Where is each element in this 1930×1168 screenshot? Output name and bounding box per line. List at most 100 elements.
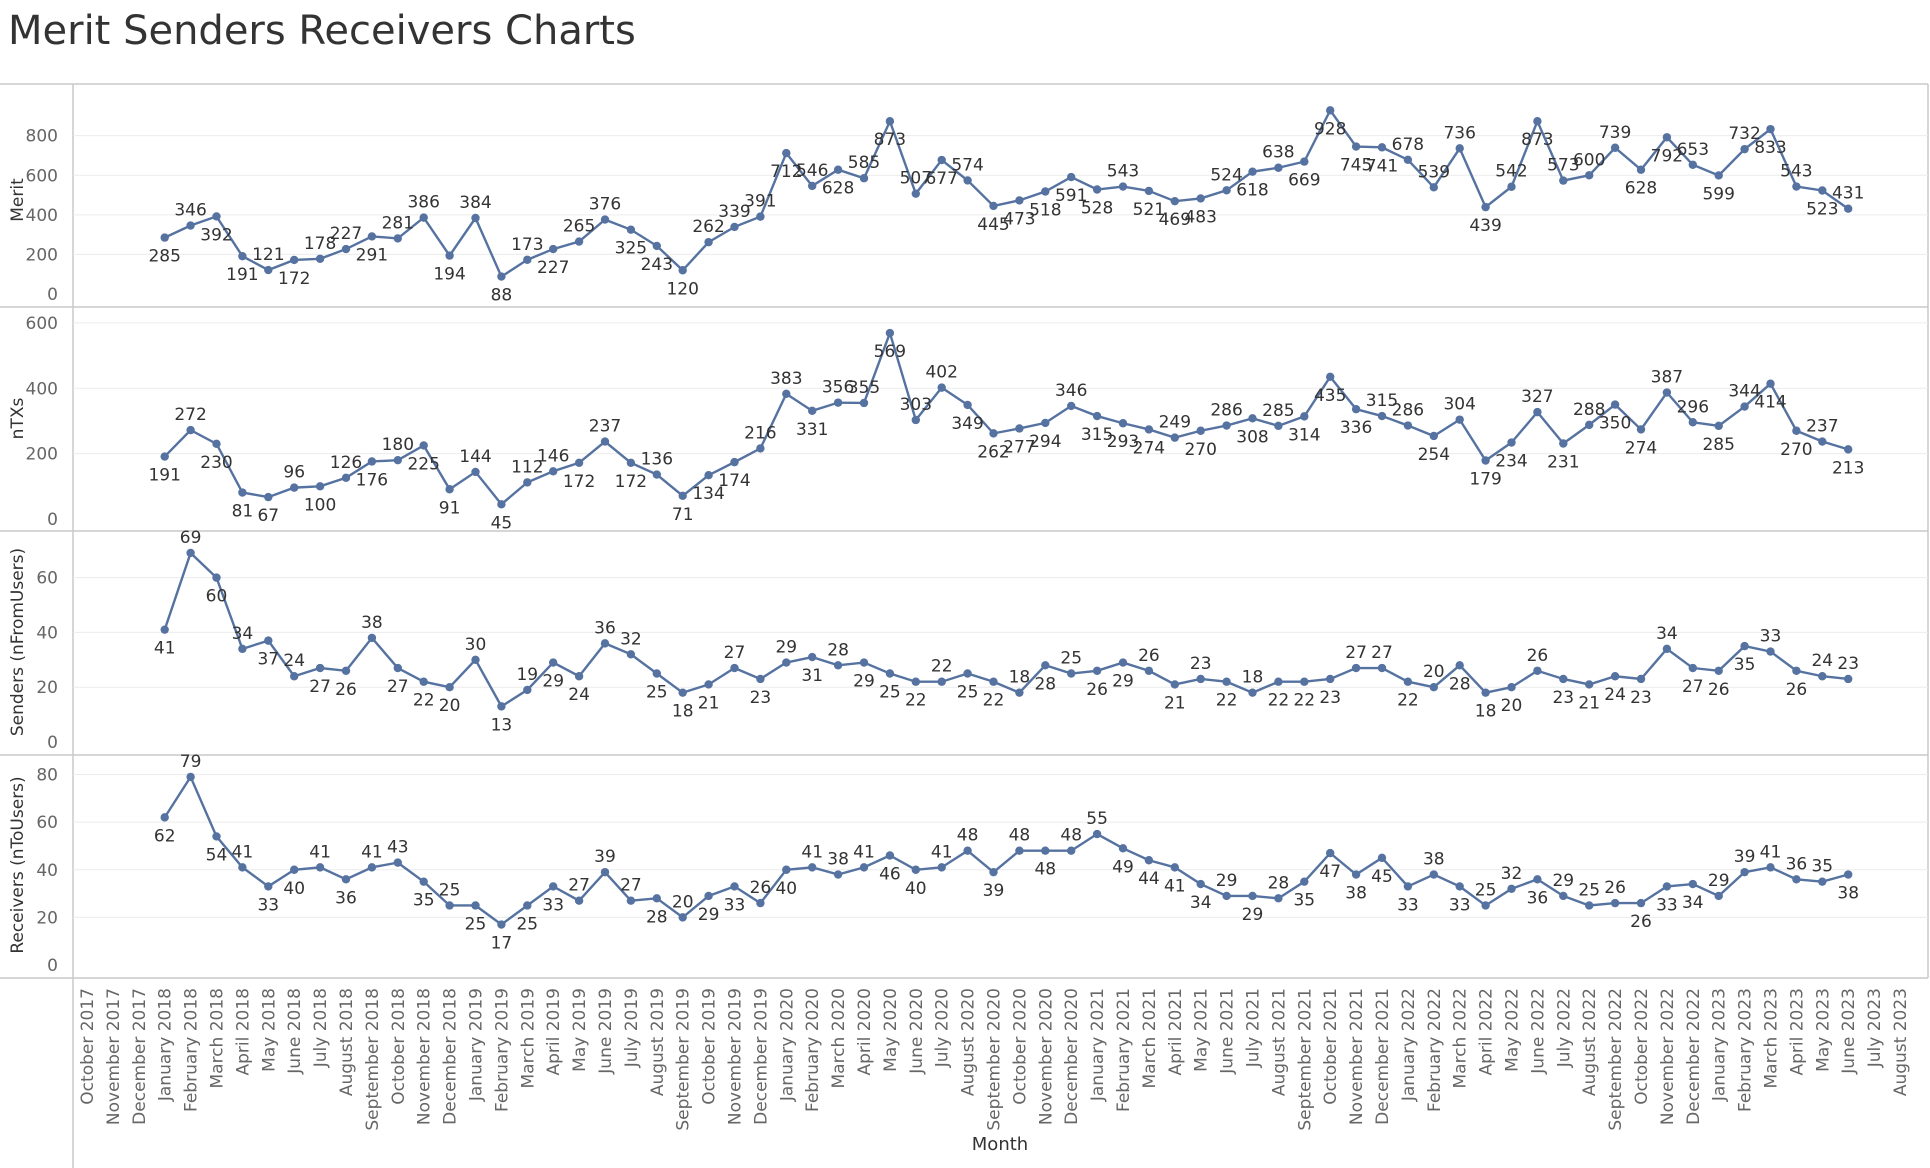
y-tick-label: 200 [26, 445, 58, 465]
data-point [1326, 372, 1335, 382]
x-tick-label: July 2022 [1554, 988, 1574, 1068]
data-label: 291 [356, 245, 388, 265]
data-point [600, 867, 610, 877]
data-point [238, 252, 247, 261]
data-label: 36 [1786, 854, 1808, 874]
data-label: 286 [1210, 401, 1242, 421]
data-label: 521 [1133, 200, 1165, 220]
data-point [782, 148, 791, 158]
data-point [1300, 677, 1309, 686]
data-label: 35 [1734, 655, 1756, 675]
data-label: 21 [698, 693, 720, 713]
data-point [497, 920, 506, 929]
data-label: 22 [1397, 691, 1419, 711]
x-tick-label: December 2022 [1684, 988, 1704, 1125]
data-label: 79 [180, 752, 202, 772]
data-point [471, 901, 480, 910]
data-point [290, 255, 299, 265]
data-label: 39 [594, 847, 616, 867]
data-point [911, 189, 920, 198]
data-label: 431 [1832, 184, 1864, 204]
x-tick-label: May 2022 [1503, 988, 1523, 1072]
data-label: 542 [1495, 162, 1527, 182]
data-point [1455, 415, 1464, 424]
data-point [290, 865, 299, 874]
x-tick-label: June 2023 [1839, 988, 1859, 1075]
data-point [393, 455, 402, 465]
data-label: 873 [1521, 130, 1553, 150]
data-label: 191 [226, 265, 258, 285]
data-label: 46 [879, 864, 901, 884]
data-label: 179 [1469, 469, 1501, 489]
data-label: 38 [827, 850, 849, 870]
x-tick-label: February 2023 [1736, 988, 1756, 1112]
data-label: 585 [848, 153, 880, 173]
data-point [1481, 688, 1490, 697]
data-label: 20 [1423, 662, 1445, 682]
data-point [1351, 404, 1361, 414]
data-point [937, 383, 946, 392]
y-tick-label: 0 [47, 510, 58, 530]
data-point [859, 658, 869, 667]
data-label: 314 [1288, 425, 1320, 445]
data-label: 39 [983, 881, 1005, 901]
data-point [160, 813, 169, 822]
x-tick-label: November 2019 [726, 988, 746, 1125]
data-point [1714, 171, 1723, 180]
data-point [1274, 894, 1283, 903]
data-label: 43 [387, 838, 409, 858]
data-point [1818, 437, 1827, 446]
data-label: 528 [1081, 199, 1113, 219]
data-label: 833 [1754, 138, 1786, 158]
data-label: 41 [309, 842, 331, 862]
x-tick-label: July 2021 [1244, 988, 1264, 1068]
data-point [523, 255, 532, 264]
data-point [367, 232, 377, 241]
x-tick-label: May 2019 [570, 988, 590, 1072]
data-label: 22 [1268, 691, 1290, 711]
x-tick-label: June 2019 [596, 988, 616, 1075]
y-tick-label: 400 [26, 379, 58, 399]
data-point [1585, 901, 1594, 910]
data-label: 24 [1604, 685, 1626, 705]
data-label: 25 [957, 683, 979, 703]
data-label: 136 [641, 450, 673, 470]
data-point [445, 251, 454, 260]
data-label: 176 [356, 470, 388, 490]
x-tick-label: November 2021 [1347, 988, 1367, 1125]
data-label: 213 [1832, 458, 1864, 478]
x-tick-label: August 2018 [337, 988, 357, 1096]
data-point [1351, 870, 1361, 879]
data-point [652, 241, 661, 251]
y-axis-label: nTXs [8, 398, 28, 440]
data-point [419, 441, 428, 450]
data-label: 26 [335, 680, 357, 700]
data-point [1792, 875, 1801, 884]
data-point [626, 896, 636, 905]
data-label: 22 [413, 691, 435, 711]
data-point [1274, 421, 1283, 431]
data-point [808, 406, 817, 416]
y-axis-label: Merit [8, 178, 28, 222]
data-label: 20 [1501, 696, 1523, 716]
data-point [264, 882, 273, 891]
data-point [1248, 167, 1257, 176]
data-point [471, 467, 480, 477]
data-label: 792 [1651, 146, 1683, 166]
data-label: 225 [407, 454, 439, 474]
data-point [1818, 877, 1827, 886]
data-label: 928 [1314, 119, 1346, 139]
data-label: 20 [672, 892, 694, 912]
data-point [1041, 661, 1050, 670]
data-point [523, 901, 532, 910]
data-label: 34 [1656, 624, 1678, 644]
y-tick-label: 0 [47, 956, 58, 976]
data-point [911, 415, 920, 425]
data-point [1222, 421, 1231, 430]
data-label: 48 [1034, 860, 1056, 880]
y-tick-label: 600 [26, 314, 58, 334]
x-tick-label: August 2020 [959, 988, 979, 1096]
data-point [1610, 400, 1620, 409]
data-point [1610, 143, 1620, 152]
data-label: 22 [931, 657, 953, 677]
